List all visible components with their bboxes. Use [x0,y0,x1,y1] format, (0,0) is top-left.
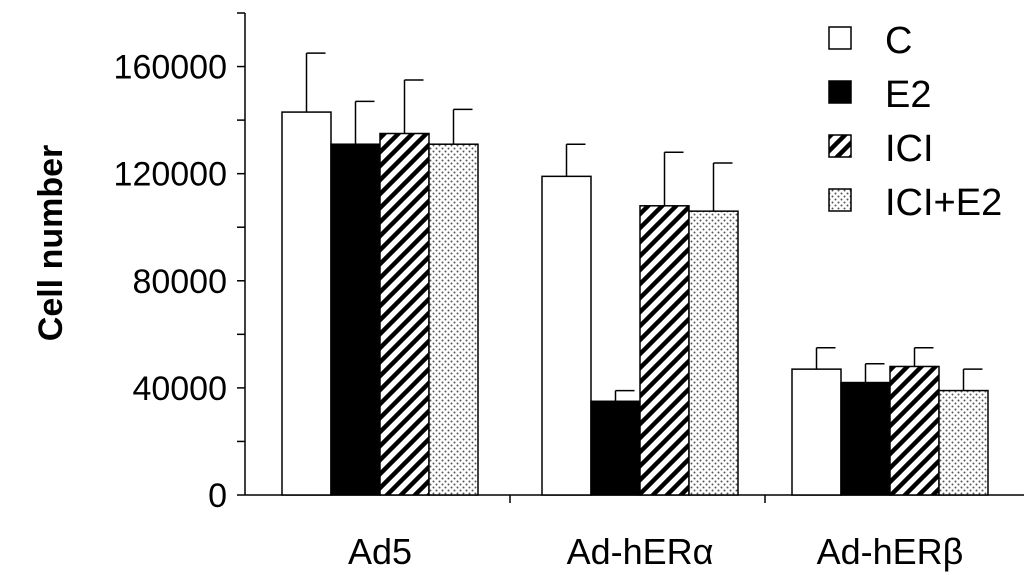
bar [541,175,592,496]
bar [590,400,641,496]
x-category-label: Ad-hERβ [817,531,964,572]
y-axis-title: Cell number [32,145,70,341]
legend-swatch [828,80,852,104]
legend-swatch [828,188,852,212]
bar [281,111,332,496]
bar [428,143,479,496]
bar [379,132,430,496]
legend-label: C [885,20,912,62]
bar [889,365,940,496]
legend-swatch [828,26,852,50]
legend-label: ICI [885,128,934,170]
legend-label: E2 [885,74,931,116]
y-axis: 0 40000 80000 120000 160000 [114,12,246,515]
bar [840,381,891,496]
legend-label: ICI+E2 [885,182,1002,224]
bar [688,210,739,496]
bars [281,52,989,496]
y-tick-label: 40000 [132,370,227,408]
bar [791,368,842,496]
bar [938,389,989,496]
y-tick-label: 120000 [114,156,227,194]
x-axis: Ad5 Ad-hERα Ad-hERβ [245,494,1024,572]
x-category-label: Ad5 [348,531,412,572]
y-tick-label: 80000 [132,263,227,301]
bar [639,205,690,496]
y-tick-label: 160000 [114,49,227,87]
legend-swatch [828,134,852,158]
legend: C E2 ICI ICI+E2 [828,20,1002,224]
y-tick-label: 0 [208,477,227,515]
x-category-label: Ad-hERα [567,531,714,572]
bar [330,143,381,496]
